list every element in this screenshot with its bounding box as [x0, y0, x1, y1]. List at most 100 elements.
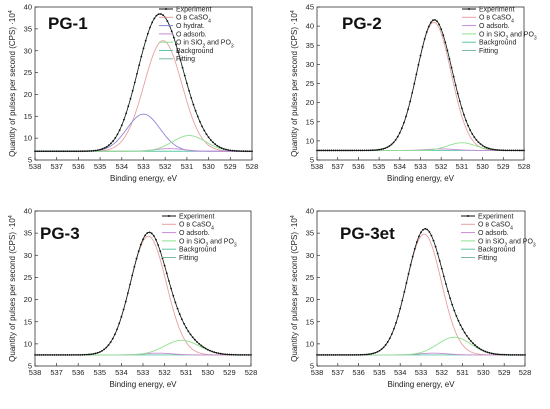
experiment-point: [407, 108, 409, 111]
panel-title: PG-3: [40, 224, 80, 243]
experiment-point: [146, 232, 149, 234]
experiment-point: [57, 354, 60, 356]
experiment-point: [176, 307, 179, 310]
x-tick-label: 529: [498, 368, 511, 377]
experiment-point: [463, 113, 465, 116]
experiment-point: [139, 243, 142, 246]
experiment-point: [398, 131, 401, 134]
experiment-point: [107, 144, 110, 147]
experiment-point: [332, 354, 335, 356]
experiment-point: [363, 353, 366, 356]
x-tick-label: 530: [476, 162, 489, 171]
experiment-point: [457, 319, 460, 322]
experiment-point: [384, 344, 387, 346]
experiment-point: [454, 84, 457, 87]
experiment-point: [494, 353, 497, 355]
experiment-point: [68, 354, 71, 356]
experiment-point: [423, 38, 426, 40]
experiment-point: [465, 119, 467, 122]
experiment-curve: [35, 232, 251, 356]
experiment-point: [243, 354, 246, 356]
experiment-point: [467, 337, 470, 340]
chart-panel-2: 538 537 536 535 534 533 532 531 530 529 528 5 10 15 20…: [290, 3, 537, 183]
experiment-point: [101, 349, 103, 352]
legend-entry: O adsorb.: [179, 230, 210, 237]
experiment-point: [114, 333, 116, 336]
x-tick-label: 537: [332, 368, 345, 377]
experiment-point: [235, 150, 238, 152]
x-tick-label: 532: [436, 368, 449, 377]
experiment-point: [200, 344, 203, 347]
experiment-point: [188, 89, 190, 92]
x-tick-label: 528: [519, 368, 532, 377]
experiment-point: [237, 353, 239, 356]
experiment-point: [353, 149, 356, 152]
experiment-point: [51, 354, 54, 356]
experiment-point: [81, 150, 84, 153]
y-tick-label: 35: [306, 229, 314, 238]
x-axis-label: Binding energy, eV: [109, 380, 177, 389]
experiment-point: [490, 352, 493, 355]
y-tick-label: 15: [24, 112, 32, 121]
experiment-point: [49, 150, 52, 153]
experiment-point: [227, 149, 230, 151]
y-tick-label: 30: [306, 60, 314, 69]
x-tick-label: 538: [29, 162, 42, 171]
legend-entry: O adsorb.: [479, 23, 510, 30]
y-tick-label: 20: [306, 295, 314, 304]
experiment-point: [448, 58, 451, 60]
experiment-point: [521, 149, 523, 152]
y-tick-label: 35: [306, 41, 314, 50]
experiment-point: [77, 353, 80, 356]
experiment-point: [209, 349, 211, 352]
experiment-point: [386, 341, 389, 343]
experiment-point: [105, 346, 108, 349]
experiment-point: [451, 303, 454, 306]
x-tick-label: 532: [435, 162, 448, 171]
experiment-point: [496, 149, 498, 151]
experiment-point: [401, 299, 404, 302]
experiment-point: [436, 20, 438, 23]
experiment-point: [488, 352, 491, 354]
experiment-point: [357, 149, 360, 152]
experiment-point: [436, 252, 439, 255]
experiment-point: [500, 149, 503, 152]
experiment-point: [144, 39, 147, 42]
experiment-point: [107, 344, 110, 347]
legend-entry: O в CaSO4: [479, 15, 514, 25]
experiment-point: [152, 234, 155, 237]
x-tick-label: 538: [311, 162, 324, 171]
experiment-point: [463, 331, 466, 334]
experiment-point: [170, 287, 172, 290]
legend-entry: Fitting: [478, 255, 497, 262]
experiment-point: [405, 282, 408, 284]
legend-marker: [467, 215, 469, 217]
experiment-point: [434, 245, 437, 248]
x-tick-label: 534: [115, 368, 128, 377]
experiment-point: [138, 64, 141, 66]
experiment-point: [324, 149, 327, 152]
experiment-point: [129, 97, 132, 100]
x-tick-label: 531: [456, 368, 469, 377]
experiment-point: [51, 150, 54, 153]
panel-title: PG-1: [48, 14, 88, 33]
legend-entry: O adsorb.: [478, 230, 509, 237]
chart-panel-3: 538 537 536 535 534 533 532 531 530 529 528 5 10 15 20…: [8, 207, 257, 389]
experiment-point: [380, 148, 383, 151]
experiment-point: [155, 238, 157, 241]
experiment-point: [44, 150, 47, 153]
experiment-point: [320, 354, 323, 356]
component-curve-3: [317, 336, 525, 356]
experiment-point: [116, 133, 119, 136]
x-tick-label: 529: [223, 368, 236, 377]
experiment-point: [369, 149, 372, 152]
component-curve-2: [35, 113, 252, 152]
experiment-point: [220, 147, 223, 149]
panel-title: PG-2: [342, 14, 382, 33]
experiment-point: [326, 354, 329, 356]
experiment-point: [204, 347, 207, 350]
experiment-point: [133, 265, 136, 268]
experiment-point: [212, 141, 214, 144]
experiment-point: [328, 149, 331, 152]
